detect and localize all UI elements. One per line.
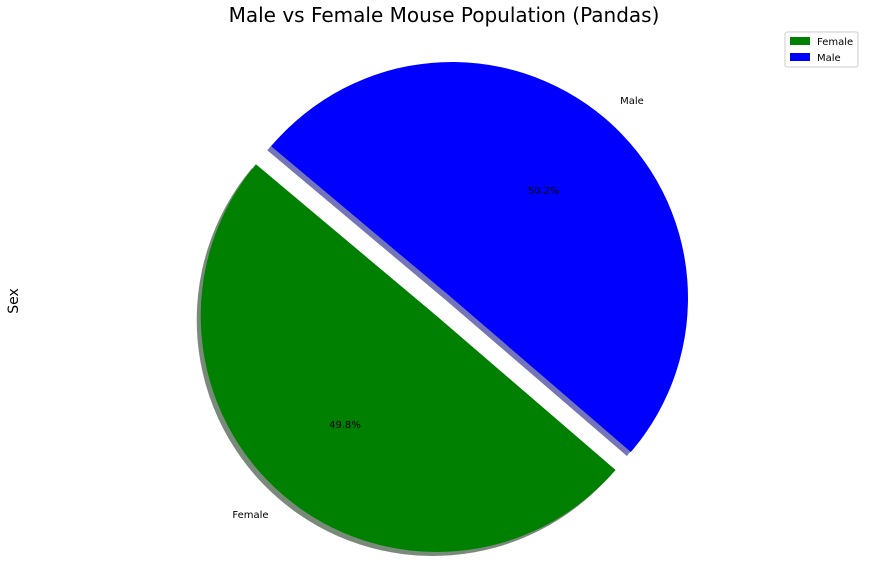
legend-label-female: Female bbox=[817, 37, 853, 48]
chart-title: Male vs Female Mouse Population (Pandas) bbox=[229, 3, 660, 27]
pie-slices bbox=[200, 62, 688, 552]
legend-swatch-female bbox=[790, 37, 810, 45]
y-axis-label: Sex bbox=[6, 288, 22, 314]
slice-label-male: Male bbox=[620, 96, 644, 107]
pie-slice-male bbox=[271, 62, 688, 452]
legend-label-male: Male bbox=[817, 53, 841, 64]
slice-percent-male: 50.2% bbox=[528, 186, 560, 197]
pie-slice-female bbox=[200, 164, 616, 552]
slice-labels: Female 49.8% Male 50.2% bbox=[232, 96, 643, 521]
legend: Female Male bbox=[784, 31, 859, 68]
legend-swatch-male bbox=[790, 53, 810, 61]
slice-percent-female: 49.8% bbox=[329, 420, 361, 431]
slice-label-female: Female bbox=[232, 510, 268, 521]
